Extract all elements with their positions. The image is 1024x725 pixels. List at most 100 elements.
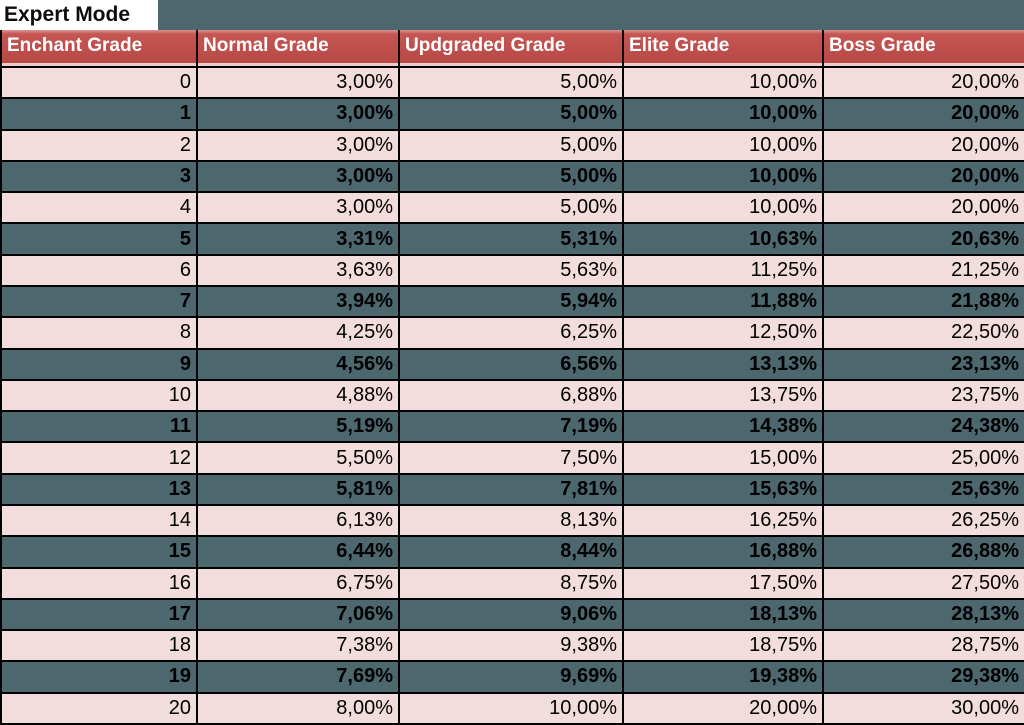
normal-grade-cell: 3,00% (197, 160, 400, 194)
boss-grade-cell: 24,38% (823, 411, 1024, 444)
title-background: Expert Mode (0, 0, 158, 30)
boss-grade-cell: 28,75% (823, 630, 1024, 663)
header-bevel-row (1, 63, 1024, 68)
normal-grade-cell: 4,25% (197, 317, 400, 350)
normal-grade-cell: 5,19% (197, 411, 400, 444)
normal-grade-cell: 3,00% (197, 98, 400, 131)
boss-grade-cell: 25,63% (823, 473, 1024, 506)
elite-grade-cell: 10,00% (623, 98, 824, 131)
normal-grade-cell: 6,13% (197, 504, 400, 538)
elite-grade-cell: 11,88% (623, 285, 824, 319)
updgraded-grade-cell: 5,63% (399, 254, 624, 287)
elite-grade-cell: 10,00% (623, 129, 824, 162)
elite-grade-cell: 13,13% (623, 348, 824, 381)
elite-grade-cell: 15,00% (623, 442, 824, 475)
enchant-grade-cell: 15 (1, 536, 198, 569)
normal-grade-cell: 6,75% (197, 567, 400, 600)
updgraded-grade-cell: 5,00% (399, 98, 624, 131)
boss-grade-cell: 23,75% (823, 379, 1024, 413)
updgraded-grade-cell: 5,00% (399, 160, 624, 194)
elite-grade-cell: 11,25% (623, 254, 824, 287)
enchant-grade-cell: 8 (1, 317, 198, 350)
enchant-grade-cell: 5 (1, 223, 198, 256)
table-row-grade-14: 14 6,13% 8,13% 16,25% 26,25% (1, 504, 1024, 538)
header-bevel-cell (399, 63, 624, 68)
boss-grade-cell: 20,00% (823, 98, 1024, 131)
normal-grade-cell: 4,56% (197, 348, 400, 381)
elite-grade-cell: 10,00% (623, 192, 824, 225)
enchant-grade-cell: 1 (1, 98, 198, 131)
boss-grade-cell: 28,13% (823, 598, 1024, 632)
normal-grade-cell: 7,69% (197, 661, 400, 694)
boss-grade-cell: 26,25% (823, 504, 1024, 538)
elite-grade-cell: 16,25% (623, 504, 824, 538)
normal-grade-cell: 3,00% (197, 192, 400, 225)
updgraded-grade-cell: 9,06% (399, 598, 624, 632)
table-row-grade-18: 18 7,38% 9,38% 18,75% 28,75% (1, 630, 1024, 663)
enchant-grade-cell: 4 (1, 192, 198, 225)
normal-grade-cell: 6,44% (197, 536, 400, 569)
table-row-grade-7: 7 3,94% 5,94% 11,88% 21,88% (1, 285, 1024, 319)
header-bevel-cell (623, 63, 824, 68)
elite-grade-cell: 18,75% (623, 630, 824, 663)
updgraded-grade-cell: 6,56% (399, 348, 624, 381)
boss-grade-cell: 21,88% (823, 285, 1024, 319)
header-row: Enchant Grade Normal Grade Updgraded Grade… (1, 30, 1024, 63)
enchant-grade-cell: 6 (1, 254, 198, 287)
updgraded-grade-cell: 8,44% (399, 536, 624, 569)
updgraded-grade-cell: 7,50% (399, 442, 624, 475)
elite-grade-cell: 10,63% (623, 223, 824, 256)
enchant-grade-cell: 2 (1, 129, 198, 162)
table-row-grade-11: 11 5,19% 7,19% 14,38% 24,38% (1, 411, 1024, 444)
table-row-grade-13: 13 5,81% 7,81% 15,63% 25,63% (1, 473, 1024, 506)
column-header-updgraded-grade: Updgraded Grade (399, 30, 624, 63)
boss-grade-cell: 20,63% (823, 223, 1024, 256)
table-row-grade-12: 12 5,50% 7,50% 15,00% 25,00% (1, 442, 1024, 475)
enchant-grade-cell: 16 (1, 567, 198, 600)
table-row-grade-1: 1 3,00% 5,00% 10,00% 20,00% (1, 98, 1024, 131)
normal-grade-cell: 5,50% (197, 442, 400, 475)
updgraded-grade-cell: 5,00% (399, 192, 624, 225)
normal-grade-cell: 5,81% (197, 473, 400, 506)
table-row-grade-5: 5 3,31% 5,31% 10,63% 20,63% (1, 223, 1024, 256)
elite-grade-cell: 19,38% (623, 661, 824, 694)
enchant-grade-cell: 11 (1, 411, 198, 444)
page-title: Expert Mode (4, 3, 131, 26)
enchant-grade-cell: 12 (1, 442, 198, 475)
enchant-grade-cell: 10 (1, 379, 198, 413)
table-body: 0 3,00% 5,00% 10,00% 20,00% 1 3,00% 5,00% 10,00%… (1, 67, 1024, 724)
table-row-grade-8: 8 4,25% 6,25% 12,50% 22,50% (1, 317, 1024, 350)
updgraded-grade-cell: 5,31% (399, 223, 624, 256)
enchant-grade-cell: 7 (1, 285, 198, 319)
normal-grade-cell: 3,31% (197, 223, 400, 256)
enchant-grade-cell: 18 (1, 630, 198, 663)
boss-grade-cell: 21,25% (823, 254, 1024, 287)
updgraded-grade-cell: 9,69% (399, 661, 624, 694)
elite-grade-cell: 13,75% (623, 379, 824, 413)
elite-grade-cell: 18,13% (623, 598, 824, 632)
boss-grade-cell: 29,38% (823, 661, 1024, 694)
title-bar: Expert Mode (0, 0, 1024, 30)
boss-grade-cell: 20,00% (823, 192, 1024, 225)
normal-grade-cell: 7,06% (197, 598, 400, 632)
normal-grade-cell: 8,00% (197, 692, 400, 724)
enchant-grade-cell: 20 (1, 692, 198, 724)
table-row-grade-17: 17 7,06% 9,06% 18,13% 28,13% (1, 598, 1024, 632)
updgraded-grade-cell: 5,00% (399, 67, 624, 100)
enchant-rates-table: Enchant Grade Normal Grade Updgraded Grade… (0, 30, 1024, 725)
normal-grade-cell: 3,00% (197, 67, 400, 100)
enchant-grade-cell: 9 (1, 348, 198, 381)
elite-grade-cell: 20,00% (623, 692, 824, 724)
normal-grade-cell: 7,38% (197, 630, 400, 663)
updgraded-grade-cell: 9,38% (399, 630, 624, 663)
normal-grade-cell: 3,00% (197, 129, 400, 162)
elite-grade-cell: 10,00% (623, 67, 824, 100)
boss-grade-cell: 27,50% (823, 567, 1024, 600)
header-bevel-cell (823, 63, 1024, 68)
table-row-grade-20: 20 8,00% 10,00% 20,00% 30,00% (1, 692, 1024, 724)
table-row-grade-2: 2 3,00% 5,00% 10,00% 20,00% (1, 129, 1024, 162)
table-row-grade-9: 9 4,56% 6,56% 13,13% 23,13% (1, 348, 1024, 381)
boss-grade-cell: 25,00% (823, 442, 1024, 475)
boss-grade-cell: 20,00% (823, 67, 1024, 100)
